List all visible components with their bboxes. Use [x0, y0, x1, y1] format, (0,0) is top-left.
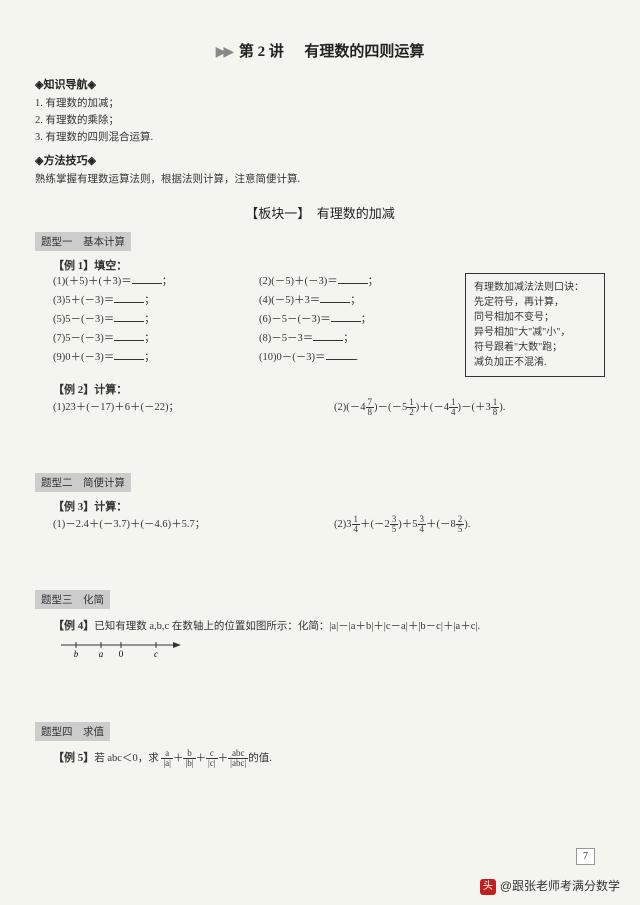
skills-text: 熟练掌握有理数运算法则，根据法则计算，注意简便计算. [35, 172, 605, 189]
type-tag-1: 题型一 基本计算 [35, 232, 131, 251]
example-4-label: 【例 4】 [53, 620, 94, 632]
fill-item: (8)－5－3＝； [259, 330, 455, 349]
tip-line: 减负加正不混淆. [474, 355, 596, 370]
lesson-title: ▶▶ 第 2 讲 有理数的四则运算 [35, 40, 605, 61]
ex2-part2: (2)(－478)－(－512)＋(－414)－(＋318). [334, 397, 605, 418]
ex3-part2: (2)314＋(－235)＋534＋(－825). [334, 514, 605, 535]
type-tag-2: 题型二 简便计算 [35, 473, 131, 492]
number-line-icon: b a 0 c [61, 637, 181, 667]
type-tag-4: 题型四 求值 [35, 722, 110, 741]
nav-item: 2. 有理数的乘除； [35, 113, 605, 130]
title-prefix: 第 2 讲 [239, 44, 284, 60]
block-title: 【板块一】 有理数的加减 [35, 203, 605, 222]
type-tag-3: 题型三 化简 [35, 590, 110, 609]
tip-box: 有理数加减法法则口诀： 先定符号，再计算， 同号相加不变号； 异号相加"大"减"… [465, 273, 605, 377]
tip-line: 同号相加不变号； [474, 310, 596, 325]
ex2-part1: (1)23＋(－17)＋6＋(－22)； [53, 397, 324, 418]
example-2-label: 【例 2】计算： [53, 381, 605, 397]
axis-label-a: a [99, 649, 104, 659]
axis-label-0: 0 [119, 649, 124, 659]
tip-line: 先定符号，再计算， [474, 295, 596, 310]
watermark-icon: 头 [480, 879, 496, 895]
page-number: 7 [576, 848, 595, 865]
fill-item: (2)(－5)＋(－3)＝； [259, 273, 455, 292]
fill-item: (10)0－(－3)＝. [259, 349, 455, 368]
example-5-label: 【例 5】 [53, 752, 94, 764]
axis-label-c: c [154, 649, 158, 659]
example-4: 【例 4】已知有理数 a,b,c 在数轴上的位置如图所示：化简：|a|－|a＋b… [53, 615, 605, 667]
fill-item: (4)(－5)＋3＝； [259, 292, 455, 311]
tip-line: 有理数加减法法则口诀： [474, 280, 596, 295]
fill-item: (1)(＋5)＋(＋3)＝； [53, 273, 249, 292]
fill-item: (9)0＋(－3)＝； [53, 349, 249, 368]
skills-header: ◈方法技巧◈ [35, 152, 605, 168]
nav-item: 3. 有理数的四则混合运算. [35, 130, 605, 147]
example-5: 【例 5】若 abc＜0，求 a|a|＋b|b|＋c|c|＋abc|abc|的值… [53, 747, 605, 769]
tip-line: 异号相加"大"减"小"， [474, 325, 596, 340]
fill-item: (5)5－(－3)＝； [53, 311, 249, 330]
fill-item: (6)－5－(－3)＝； [259, 311, 455, 330]
fill-item: (7)5－(－3)＝； [53, 330, 249, 349]
ex4-text: 已知有理数 a,b,c 在数轴上的位置如图所示：化简：|a|－|a＋b|＋|c－… [94, 621, 480, 632]
nav-header: ◈知识导航◈ [35, 76, 605, 92]
ex3-part1: (1)－2.4＋(－3.7)＋(－4.6)＋5.7； [53, 514, 324, 535]
title-text: 有理数的四则运算 [304, 44, 424, 60]
arrow-icon: ▶▶ [216, 45, 232, 60]
axis-label-b: b [74, 649, 79, 659]
watermark: 头 @跟张老师考满分数学 [480, 877, 620, 895]
watermark-text: @跟张老师考满分数学 [500, 879, 620, 893]
tip-line: 符号跟着"大数"跑； [474, 340, 596, 355]
nav-item: 1. 有理数的加减； [35, 96, 605, 113]
example-1-label: 【例 1】填空： [53, 257, 605, 273]
example-3-label: 【例 3】计算： [53, 498, 605, 514]
fill-item: (3)5＋(－3)＝； [53, 292, 249, 311]
